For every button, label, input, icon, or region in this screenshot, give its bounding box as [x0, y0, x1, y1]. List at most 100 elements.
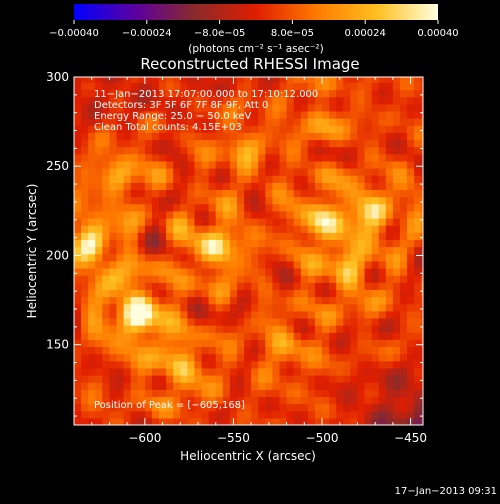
heatmap-cell [74, 267, 82, 276]
heatmap-cell [357, 310, 366, 319]
heatmap-cell [286, 182, 295, 191]
heatmap-cell [187, 210, 196, 219]
heatmap-cell [109, 403, 118, 412]
heatmap-cell [81, 360, 89, 369]
heatmap-cell [371, 325, 380, 333]
heatmap-cell [371, 382, 380, 390]
heatmap-cell [102, 260, 111, 269]
heatmap-cell [399, 267, 408, 276]
colorbar-tick-label: 8.0e−05 [271, 28, 314, 39]
heatmap-cell [329, 175, 337, 183]
heatmap-cell [407, 210, 415, 219]
heatmap-cell [166, 110, 174, 119]
heatmap-cell [251, 310, 259, 319]
heatmap-cell [357, 246, 366, 255]
heatmap-cell [74, 389, 82, 398]
heatmap-cell [194, 289, 203, 298]
heatmap-cell [265, 317, 274, 326]
heatmap-cell [293, 396, 302, 405]
heatmap-cell [151, 196, 160, 205]
heatmap-cell [137, 360, 146, 369]
heatmap-cell [81, 160, 89, 169]
heatmap-cell [286, 382, 295, 390]
heatmap-cell [286, 110, 295, 119]
heatmap-cell [272, 168, 281, 176]
heatmap-cell [421, 153, 423, 162]
heatmap-cell [236, 325, 245, 333]
heatmap-cell [385, 110, 394, 119]
heatmap-cell [251, 182, 259, 191]
heatmap-cell [279, 282, 288, 290]
heatmap-cell [201, 132, 210, 141]
heatmap-cell [336, 203, 344, 212]
heatmap-cell [236, 310, 245, 319]
heatmap-cell [208, 296, 217, 305]
heatmap-cell [350, 253, 359, 262]
heatmap-cell [336, 82, 344, 91]
heatmap-cell [144, 325, 153, 333]
heatmap-cell [102, 103, 111, 112]
heatmap-cell [95, 189, 103, 198]
heatmap-cell [251, 96, 259, 105]
heatmap-cell [74, 132, 82, 141]
heatmap-cell [130, 239, 139, 248]
heatmap-cell [159, 217, 167, 226]
heatmap-cell [222, 260, 231, 269]
heatmap-cell [130, 310, 139, 319]
heatmap-cell [399, 153, 408, 162]
heatmap-cell [265, 196, 274, 205]
heatmap-cell [279, 217, 288, 226]
heatmap-cell [116, 289, 125, 298]
heatmap-cell [187, 375, 196, 383]
heatmap-cell [371, 103, 380, 112]
heatmap-cell [229, 275, 238, 283]
heatmap-cell [421, 225, 423, 233]
heatmap-cell [421, 189, 423, 198]
heatmap-cell [378, 225, 387, 233]
heatmap-cell [81, 125, 89, 133]
heatmap-cell [81, 168, 89, 176]
heatmap-cell [159, 132, 167, 141]
heatmap-cell [123, 203, 132, 212]
heatmap-cell [258, 132, 266, 141]
heatmap-cell [314, 403, 323, 412]
heatmap-cell [159, 332, 167, 340]
heatmap-cell [166, 203, 174, 212]
heatmap-cell [407, 332, 415, 340]
heatmap-cell [109, 225, 118, 233]
heatmap-cell [357, 417, 366, 425]
heatmap-cell [364, 189, 373, 198]
heatmap-cell [307, 360, 316, 369]
heatmap-cell [399, 289, 408, 298]
heatmap-cell [222, 89, 231, 98]
heatmap-cell [194, 203, 203, 212]
heatmap-cell [180, 296, 188, 305]
heatmap-cell [88, 210, 96, 219]
heatmap-cell [194, 417, 203, 425]
heatmap-cell [385, 275, 394, 283]
heatmap-cell [265, 118, 274, 126]
heatmap-cell [194, 296, 203, 305]
heatmap-cell [102, 118, 111, 126]
heatmap-cell [222, 303, 231, 312]
heatmap-cell [251, 160, 259, 169]
heatmap-cell [364, 339, 373, 348]
heatmap-cell [159, 310, 167, 319]
heatmap-cell [137, 353, 146, 362]
heatmap-cell [229, 389, 238, 398]
heatmap-cell [399, 203, 408, 212]
heatmap-cell [322, 182, 330, 191]
heatmap-cell [343, 232, 351, 240]
heatmap-cell [244, 396, 252, 405]
heatmap-cell [300, 360, 309, 369]
heatmap-cell [357, 396, 366, 405]
heatmap-cell [151, 296, 160, 305]
heatmap-cell [74, 353, 82, 362]
heatmap-cell [399, 253, 408, 262]
heatmap-cell [279, 125, 288, 133]
heatmap-cell [421, 110, 423, 119]
heatmap-cell [258, 175, 266, 183]
heatmap-cell [180, 310, 188, 319]
heatmap-cell [159, 175, 167, 183]
heatmap-cell [399, 317, 408, 326]
